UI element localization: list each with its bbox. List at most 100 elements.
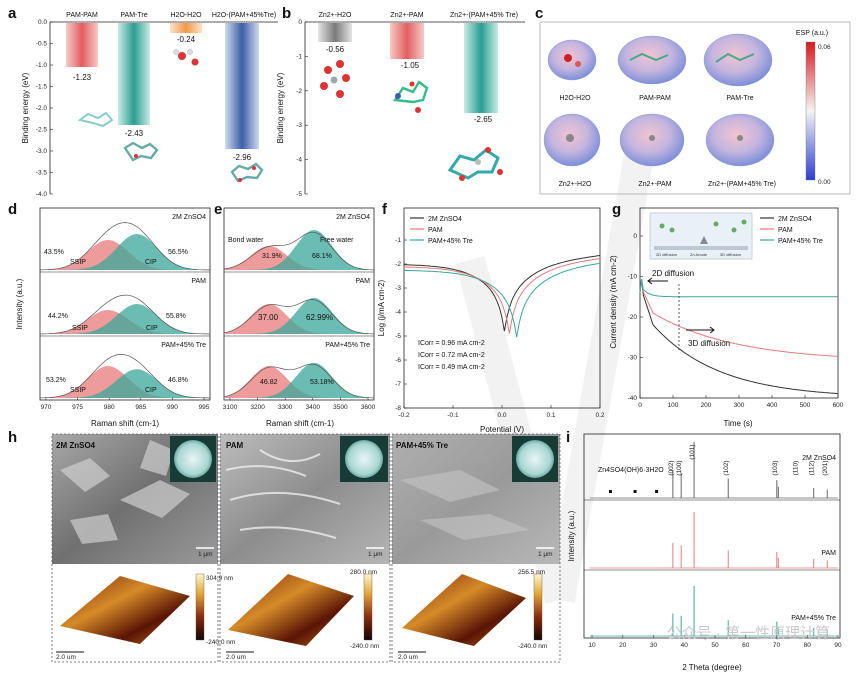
- a-ytick-6: -3.0: [36, 148, 48, 155]
- g-ytick-2: -20: [628, 314, 638, 321]
- f-xtick-2: 0.0: [497, 412, 506, 419]
- panel-i-y-label: Intensity (a.u.): [567, 510, 576, 561]
- panel-f-ticks: -0.2 -0.1 0.0 0.1 0.2 -1 -2 -3 -4 -5 -6 -7 -8: [395, 237, 605, 419]
- panel-g: 0 100 200 300 400 500 600 0 -10 -20 -30 -40 Current…: [609, 207, 844, 428]
- bar-label-h2o-h2o: H2O-H2O: [170, 12, 202, 19]
- e-rows-left-peak-2: [224, 366, 374, 398]
- a-ytick-0: 0.0: [38, 19, 47, 26]
- f-legend-1: PAM: [428, 227, 443, 234]
- panel-d-y-label: Intensity (a.u.): [15, 278, 24, 329]
- e-xtick-1: 3200: [250, 404, 265, 411]
- e-row-2-name: PAM+45% Tre: [325, 342, 370, 349]
- d-row-0-name: 2M ZnSO4: [172, 214, 206, 221]
- b-ytick-0: 0: [298, 19, 302, 26]
- phase-marker-1: [633, 490, 637, 493]
- panel-c: H2O-H2O PAM-PAM PAM-Tre Zn2+-H2O Zn2+-PA…: [539, 21, 851, 195]
- bar-label-zn-pam: Zn2+-PAM: [390, 12, 423, 19]
- electrode-disc-2: [345, 440, 383, 478]
- value-zn-pam: -1.05: [401, 61, 420, 70]
- tafel-curve-1: [404, 258, 601, 334]
- i-xtick-0: 10: [588, 642, 596, 649]
- i-xtick-1: 20: [619, 642, 627, 649]
- e-tag-free-water: Free water: [320, 237, 354, 244]
- hkl-7: (201): [822, 460, 829, 475]
- panel-letter-i: i: [566, 429, 570, 446]
- d-row-0-ltag: SSIP: [70, 259, 86, 266]
- afm-min-2: -240.0 nm: [350, 643, 379, 650]
- hkl-5: (110): [792, 461, 799, 476]
- e-xtick-0: 3100: [223, 404, 238, 411]
- hkl-3: (102): [723, 460, 730, 475]
- bar-zn-h2o: [318, 23, 352, 42]
- tafel-curve-2: [403, 262, 601, 338]
- d-xtick-2: 980: [104, 404, 115, 411]
- e-rows-right-peak-2: [224, 362, 374, 398]
- e-xtick-5: 3600: [361, 404, 376, 411]
- e-row-1-left: 37.00: [258, 313, 279, 322]
- phase-marker-2: [655, 490, 659, 493]
- afm-colorbar-1: [195, 573, 205, 641]
- panel-a-y-ticks: 0.0 -0.5 -1.0 -1.5 -2.0 -2.5 -3.0 -3.5 -4.0: [36, 19, 53, 198]
- e-tag-bond-water: Bond water: [228, 237, 264, 244]
- a-ytick-8: -4.0: [36, 191, 48, 198]
- h-title-2: PAM: [226, 441, 244, 450]
- panel-a-y-label: Binding energy (eV): [21, 72, 30, 143]
- i-xtick-8: 90: [834, 642, 842, 649]
- hkl-1: (100): [676, 460, 683, 475]
- esp-surface-icon: [543, 33, 775, 167]
- esp-label-pam-tre: PAM-Tre: [726, 95, 753, 102]
- bar-pam-pam: [66, 23, 98, 67]
- b-ytick-2: -2: [296, 88, 302, 95]
- d-rows-sum-0: [39, 222, 210, 271]
- a-ytick-3: -1.5: [36, 84, 48, 91]
- e-row-1-right: 62.99%: [306, 313, 333, 322]
- panel-e-spectra: [223, 230, 375, 399]
- h-title-1: 2M ZnSO4: [56, 441, 96, 450]
- f-ytick-6: -7: [395, 381, 401, 388]
- e-rows-right-peak-1: [224, 298, 374, 334]
- f-ytick-4: -5: [395, 333, 401, 340]
- value-pam-tre: -2.43: [125, 129, 144, 138]
- b-ytick-5: -5: [296, 191, 302, 198]
- d-row-2-name: PAM+45% Tre: [161, 342, 206, 349]
- afm-max-3: 256.5 nm: [518, 569, 545, 576]
- molecule-structure-icon: [77, 49, 264, 183]
- panel-letter-c: c: [535, 5, 543, 22]
- afm-colorbar-2: [363, 573, 373, 641]
- b-ytick-1: -1: [296, 53, 302, 60]
- sem-scale-1: 1 μm: [198, 551, 213, 558]
- e-rows-sum-2: [223, 363, 375, 399]
- afm-surface-2: [228, 574, 354, 646]
- arrow-right-icon: [686, 326, 715, 334]
- f-ytick-2: -3: [395, 285, 401, 292]
- sem-scale-2: 1 μm: [368, 551, 383, 558]
- d-row-2-left: 53.2%: [46, 377, 66, 384]
- panel-letter-b: b: [282, 5, 291, 22]
- panel-letter-g: g: [612, 201, 621, 218]
- afm-surface-3: [402, 574, 526, 646]
- i-name-1: PAM: [821, 550, 836, 557]
- g-xtick-5: 500: [800, 402, 811, 409]
- d-row-1-ltag: SSIP: [72, 325, 88, 332]
- e-rows-left-peak-1: [224, 304, 374, 334]
- panel-d-x-label: Raman shift (cm-1): [91, 419, 159, 428]
- g-ytick-3: -30: [628, 355, 638, 362]
- g-ytick-1: -10: [628, 274, 638, 281]
- f-xtick-4: 0.2: [595, 412, 604, 419]
- i-xtick-2: 30: [650, 642, 658, 649]
- f-xtick-0: -0.2: [398, 412, 410, 419]
- panel-d-x-ticks: 970 975 980 985 990 995: [41, 397, 210, 411]
- panel-f-x-label: Potential (V): [480, 425, 524, 434]
- esp-colorbar: [805, 41, 816, 181]
- g-xtick-3: 300: [734, 402, 745, 409]
- esp-label-zn-h2o: Zn2+-H2O: [559, 181, 592, 188]
- panel-i: 10 20 30 40 50 60 70 80 90 Intensity (a.u.) 2 Th…: [567, 433, 842, 672]
- d-row-1-right: 55.8%: [166, 313, 186, 320]
- bar-label-zn-h2o: Zn2+-H2O: [319, 12, 352, 19]
- phase-marker-0: [608, 490, 612, 493]
- bar-label-pam-pam: PAM-PAM: [66, 12, 98, 19]
- f-ytick-1: -2: [395, 261, 401, 268]
- panel-b-y-label: Binding energy (eV): [276, 72, 285, 143]
- e-row-2-left: 46.82: [260, 379, 278, 386]
- sem-scale-3: 1 μm: [538, 551, 553, 558]
